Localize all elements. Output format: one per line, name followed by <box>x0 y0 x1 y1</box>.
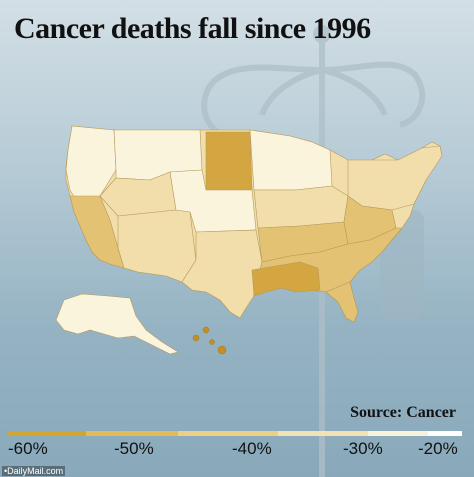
region-florida <box>325 281 359 323</box>
source-note: Source: Cancer <box>350 404 456 421</box>
region-southwest <box>117 209 197 283</box>
legend-tick-5: -20% <box>418 439 458 458</box>
legend-tick-1: -60% <box>8 439 48 458</box>
region-midwest-central <box>253 185 349 229</box>
legend-segment-2 <box>86 431 178 436</box>
legend-segment-5 <box>368 431 428 436</box>
legend-segment-4 <box>278 431 368 436</box>
legend-segment-1 <box>8 431 86 436</box>
legend-tick-2: -50% <box>114 439 154 458</box>
region-gulf-coast <box>251 261 321 297</box>
hawaii <box>192 326 227 355</box>
legend-segment-6 <box>428 431 462 436</box>
legend-tick-3: -40% <box>232 439 272 458</box>
chart-title: Cancer deaths fall since 1996 <box>14 12 371 45</box>
region-california <box>69 195 125 269</box>
legend-color-scale <box>8 431 462 436</box>
legend-segment-3 <box>178 431 278 436</box>
publisher-credit: •DailyMail.com <box>2 466 66 476</box>
region-northeast <box>347 145 443 211</box>
region-upper-midwest <box>249 129 333 191</box>
legend-tick-4: -30% <box>343 439 383 458</box>
alaska <box>55 293 179 355</box>
region-south-dakota <box>205 131 253 191</box>
